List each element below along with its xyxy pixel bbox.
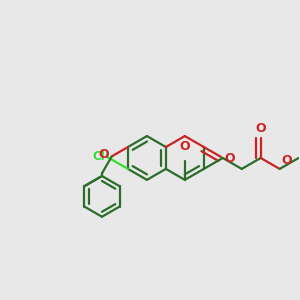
Text: O: O xyxy=(255,122,266,135)
Text: O: O xyxy=(179,140,190,153)
Text: Cl: Cl xyxy=(93,150,106,163)
Text: O: O xyxy=(224,152,235,165)
Text: O: O xyxy=(281,154,292,167)
Text: O: O xyxy=(99,148,110,161)
